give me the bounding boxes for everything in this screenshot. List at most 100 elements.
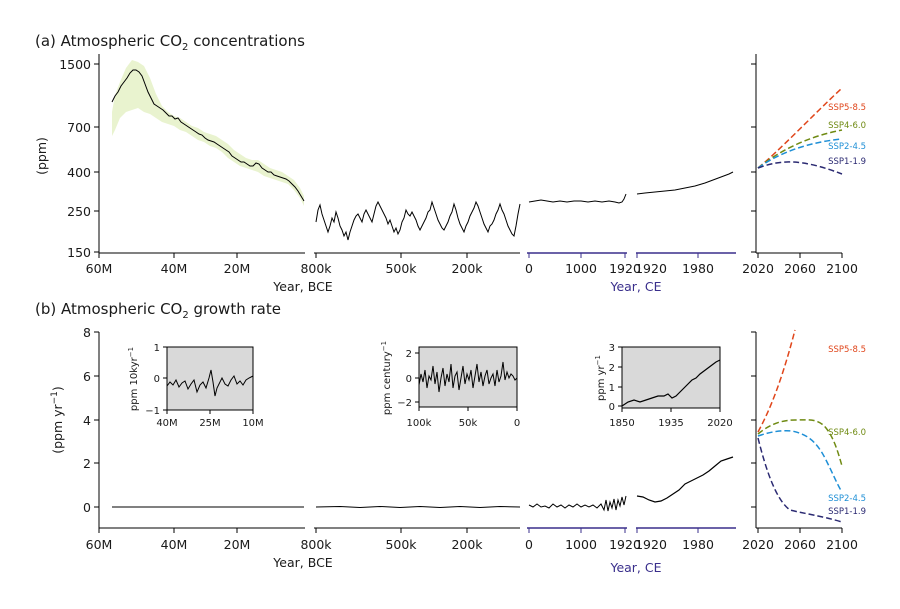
xtick-label: 2060 <box>784 261 816 276</box>
xtick-label: 1920 <box>635 537 667 552</box>
inset-tick-label: 10M <box>242 418 263 429</box>
xtick-label: 800k <box>300 537 332 552</box>
inset-tick-label: 100k <box>407 418 432 429</box>
panel-b-ssp460-line <box>757 419 843 467</box>
inset-tick-label: 40M <box>156 418 177 429</box>
inset-3-ylabel: ppm yr−1 <box>594 355 607 401</box>
panel-b-ce-line <box>528 495 627 512</box>
inset-tick-label: 1 <box>609 383 615 394</box>
panel-b-ssp585-line <box>757 329 796 433</box>
inset-1: 1 0 −1 40M 25M 10M ppm 10kyr−1 <box>127 343 264 429</box>
xtick-label: 500k <box>385 261 417 276</box>
panel-b-ssp245-line <box>757 430 843 493</box>
xtick-label: 60M <box>86 261 113 276</box>
inset-2-ylabel: ppm century−1 <box>380 341 393 415</box>
panel-b-modern-line <box>636 456 734 503</box>
panel-a-deep-time-line <box>111 69 305 202</box>
panel-a-ssp119-line <box>757 161 843 175</box>
inset-tick-label: 0 <box>609 402 615 413</box>
inset-tick-label: 2 <box>609 363 615 374</box>
xtick-label: 1980 <box>682 261 714 276</box>
inset-2-line <box>418 361 518 393</box>
panel-b-ssp119-label: SSP1-1.9 <box>828 507 866 517</box>
panel-a-title: (a) Atmospheric CO2 concentrations <box>35 32 305 53</box>
panel-a-bce-label: Year, BCE <box>272 279 332 294</box>
panel-b-xtick-labels: 60M 40M 20M 800k 500k 200k 0 1000 1920 1… <box>86 537 858 575</box>
xtick-label: 800k <box>300 261 332 276</box>
panel-a-deep-time-range-band <box>112 60 304 206</box>
inset-1-frame <box>166 346 254 411</box>
panel-a-yticks: 1500 700 400 250 150 <box>59 57 99 260</box>
panel-b-scenario-ticks <box>751 331 756 508</box>
ytick-label: 0 <box>83 500 91 515</box>
panel-a-ssp460-line <box>757 129 843 169</box>
xtick-label: 2020 <box>742 537 774 552</box>
ytick-label: 1500 <box>59 57 91 72</box>
panel-b-xaxes <box>98 527 843 533</box>
panel-b-yticks: 8 6 4 2 0 <box>83 325 99 515</box>
xtick-label: 0 <box>525 261 533 276</box>
panel-a-xtick-labels: 60M 40M 20M 800k 500k 200k 0 1000 1920 1… <box>86 261 858 294</box>
inset-tick-label: 25M <box>199 418 220 429</box>
ytick-label: 700 <box>67 120 91 135</box>
inset-tick-label: 0 <box>154 374 160 385</box>
inset-tick-label: −2 <box>397 398 412 409</box>
panel-b-ssp460-label: SSP4-6.0 <box>828 428 866 438</box>
xtick-label: 1980 <box>682 537 714 552</box>
panel-a-scenario-ticks <box>751 63 756 253</box>
ytick-label: 250 <box>67 204 91 219</box>
panel-b-ssp585-label: SSP5-8.5 <box>828 345 866 355</box>
xtick-label: 2100 <box>826 537 858 552</box>
panel-a-modern-line <box>636 171 734 195</box>
panel-a-ssp460-label: SSP4-6.0 <box>828 121 866 131</box>
panel-a-ssp585-label: SSP5-8.5 <box>828 103 866 113</box>
xtick-label: 2100 <box>826 261 858 276</box>
inset-3: 3 2 1 0 1850 1935 2020 ppm yr−1 <box>594 343 733 429</box>
inset-tick-label: 0 <box>514 418 520 429</box>
xtick-label: 1000 <box>565 537 597 552</box>
xtick-label: 40M <box>161 537 188 552</box>
panel-b-title: (b) Atmospheric CO2 growth rate <box>35 300 281 321</box>
inset-tick-label: 1850 <box>609 418 634 429</box>
panel-b-ylabel: (ppm yr−1) <box>50 386 65 454</box>
inset-1-line <box>166 369 254 397</box>
inset-tick-label: 2 <box>406 349 412 360</box>
panel-a-xaxes <box>98 252 843 258</box>
ytick-label: 2 <box>83 456 91 471</box>
panel-b-ce-label: Year, CE <box>609 560 661 575</box>
inset-tick-label: 1 <box>154 343 160 354</box>
inset-tick-label: 1935 <box>658 418 683 429</box>
inset-tick-label: 3 <box>609 343 615 354</box>
panel-a-ce-label: Year, CE <box>609 279 661 294</box>
inset-tick-label: −1 <box>145 406 160 417</box>
inset-3-line <box>621 359 721 407</box>
panel-a-ce-line <box>528 193 627 204</box>
inset-1-ylabel: ppm 10kyr−1 <box>127 347 140 411</box>
panel-a-ssp119-label: SSP1-1.9 <box>828 157 866 167</box>
xtick-label: 200k <box>451 261 483 276</box>
inset-3-frame <box>621 346 721 409</box>
xtick-label: 1920 <box>609 261 641 276</box>
ytick-label: 150 <box>67 245 91 260</box>
xtick-label: 60M <box>86 537 113 552</box>
xtick-label: 200k <box>451 537 483 552</box>
panel-b-ssp245-label: SSP2-4.5 <box>828 494 866 504</box>
xtick-label: 1920 <box>609 537 641 552</box>
panel-b-ice-core-line <box>315 505 521 509</box>
xtick-label: 0 <box>525 537 533 552</box>
xtick-label: 1000 <box>565 261 597 276</box>
inset-2: 2 0 −2 100k 50k 0 ppm century−1 <box>380 341 520 429</box>
inset-tick-label: 50k <box>459 418 478 429</box>
xtick-label: 2060 <box>784 537 816 552</box>
panel-b-bce-label: Year, BCE <box>272 555 332 570</box>
xtick-label: 1920 <box>635 261 667 276</box>
ytick-label: 4 <box>83 413 91 428</box>
xtick-label: 20M <box>224 537 251 552</box>
inset-tick-label: 0 <box>406 374 412 385</box>
inset-tick-label: 2020 <box>707 418 732 429</box>
xtick-label: 20M <box>224 261 251 276</box>
panel-a-ice-core-line <box>315 200 521 241</box>
ytick-label: 8 <box>83 325 91 340</box>
panel-a-ylabel: (ppm) <box>34 137 49 175</box>
